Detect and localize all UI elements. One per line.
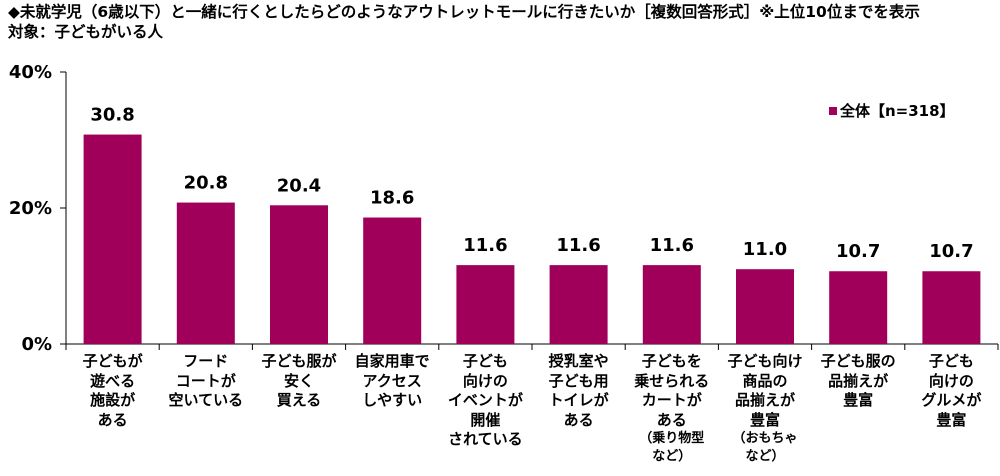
data-label: 10.7 — [929, 241, 973, 262]
chart-title: ◆未就学児（6歳以下）と一緒に行くとしたらどのようなアウトレットモールに行きたい… — [8, 3, 920, 21]
bar — [642, 265, 701, 344]
y-tick-label: 20% — [9, 198, 52, 219]
legend-swatch — [829, 107, 837, 115]
x-tick-label: 子ども向け 商品の 品揃えが 豊富 （おもちゃ など） — [727, 352, 803, 464]
x-tick-label: 子ども服が 安く 買える — [261, 352, 337, 409]
data-label: 30.8 — [90, 105, 134, 126]
x-tick-label: 子ども 向けの イベントが 開催 されている — [447, 352, 523, 448]
data-label: 11.6 — [556, 235, 600, 256]
x-tick-label: フード コートが 空いている — [168, 352, 244, 409]
bar — [736, 269, 794, 344]
x-tick-label: 授乳室や 子ども用 トイレが ある — [548, 352, 609, 429]
x-tick-label: 子ども 向けの グルメが 豊富 — [921, 352, 982, 429]
x-tick-label: 自家用車で アクセス しやすい — [354, 352, 430, 409]
data-label: 20.4 — [277, 175, 321, 196]
bar — [176, 202, 235, 344]
bar — [922, 271, 981, 344]
x-tick-label: 子ども服の 品揃えが 豊富 — [820, 352, 896, 409]
y-tick-label: 40% — [9, 62, 52, 83]
data-label: 18.6 — [370, 188, 414, 209]
bar — [456, 265, 515, 344]
data-label: 11.0 — [743, 239, 787, 260]
data-label: 20.8 — [184, 173, 228, 194]
bar — [829, 271, 888, 344]
bar — [549, 265, 608, 344]
bar — [363, 217, 422, 344]
legend-label: 全体【n=318】 — [839, 102, 955, 120]
x-tick-label: 子どもが 遊べる 施設が ある — [82, 352, 143, 429]
x-tick-label: 子どもを 乗せられる カートが ある （乗り物型 など） — [634, 352, 710, 464]
chart-subtitle: 対象：子どもがいる人 — [8, 23, 164, 41]
bar — [83, 134, 142, 344]
data-label: 11.6 — [463, 235, 507, 256]
bar — [270, 205, 328, 344]
data-label: 11.6 — [650, 235, 694, 256]
data-label: 10.7 — [836, 241, 880, 262]
y-tick-label: 0% — [21, 334, 52, 355]
